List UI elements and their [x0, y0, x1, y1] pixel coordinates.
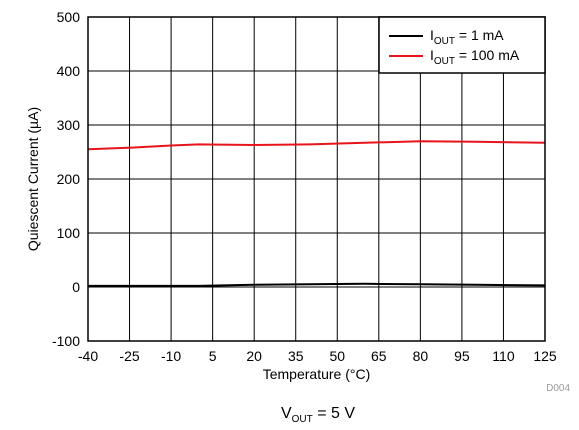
x-axis-label: Temperature (°C) [263, 366, 371, 382]
legend-label: IOUT = 1 mA [430, 27, 504, 47]
y-axis-label: Quiescent Current (µA) [25, 107, 41, 251]
series-line [88, 282, 546, 287]
x-tick-label: 125 [533, 348, 557, 364]
legend-label: IOUT = 100 mA [430, 47, 520, 67]
x-tick-label: 35 [288, 348, 304, 364]
y-tick-labels: -100 0 100 200 300 400 500 [52, 9, 80, 349]
x-tick-label: 80 [413, 348, 429, 364]
x-tick-label: 20 [246, 348, 262, 364]
x-tick-label: -10 [161, 348, 181, 364]
series-line [87, 140, 546, 151]
x-tick-label: 95 [454, 348, 470, 364]
y-tick-label: 500 [57, 9, 81, 25]
y-tick-label: 200 [57, 171, 81, 187]
y-tick-label: 100 [57, 225, 81, 241]
y-tick-label: 300 [57, 117, 81, 133]
legend-box [378, 16, 546, 74]
y-tick-label: 400 [57, 63, 81, 79]
y-tick-label: 0 [72, 279, 80, 295]
x-tick-label: 50 [329, 348, 345, 364]
x-tick-label: 110 [492, 348, 515, 364]
x-tick-labels: -40 -25 -10 5 20 35 50 65 80 95 110 125 [78, 348, 557, 364]
x-tick-label: 5 [209, 348, 217, 364]
series-lines [87, 140, 546, 287]
y-tick-label: -100 [52, 333, 80, 349]
caption-rest: = 5 V [313, 405, 356, 422]
caption-sub: OUT [292, 414, 313, 425]
plot-frame [87, 16, 546, 342]
caption-main: V [281, 405, 292, 422]
x-tick-label: 65 [371, 348, 387, 364]
x-tick-label: -40 [78, 348, 98, 364]
x-tick-label: -25 [119, 348, 139, 364]
figure-id: D004 [546, 383, 570, 394]
figure-caption: VOUT = 5 V [281, 405, 355, 425]
